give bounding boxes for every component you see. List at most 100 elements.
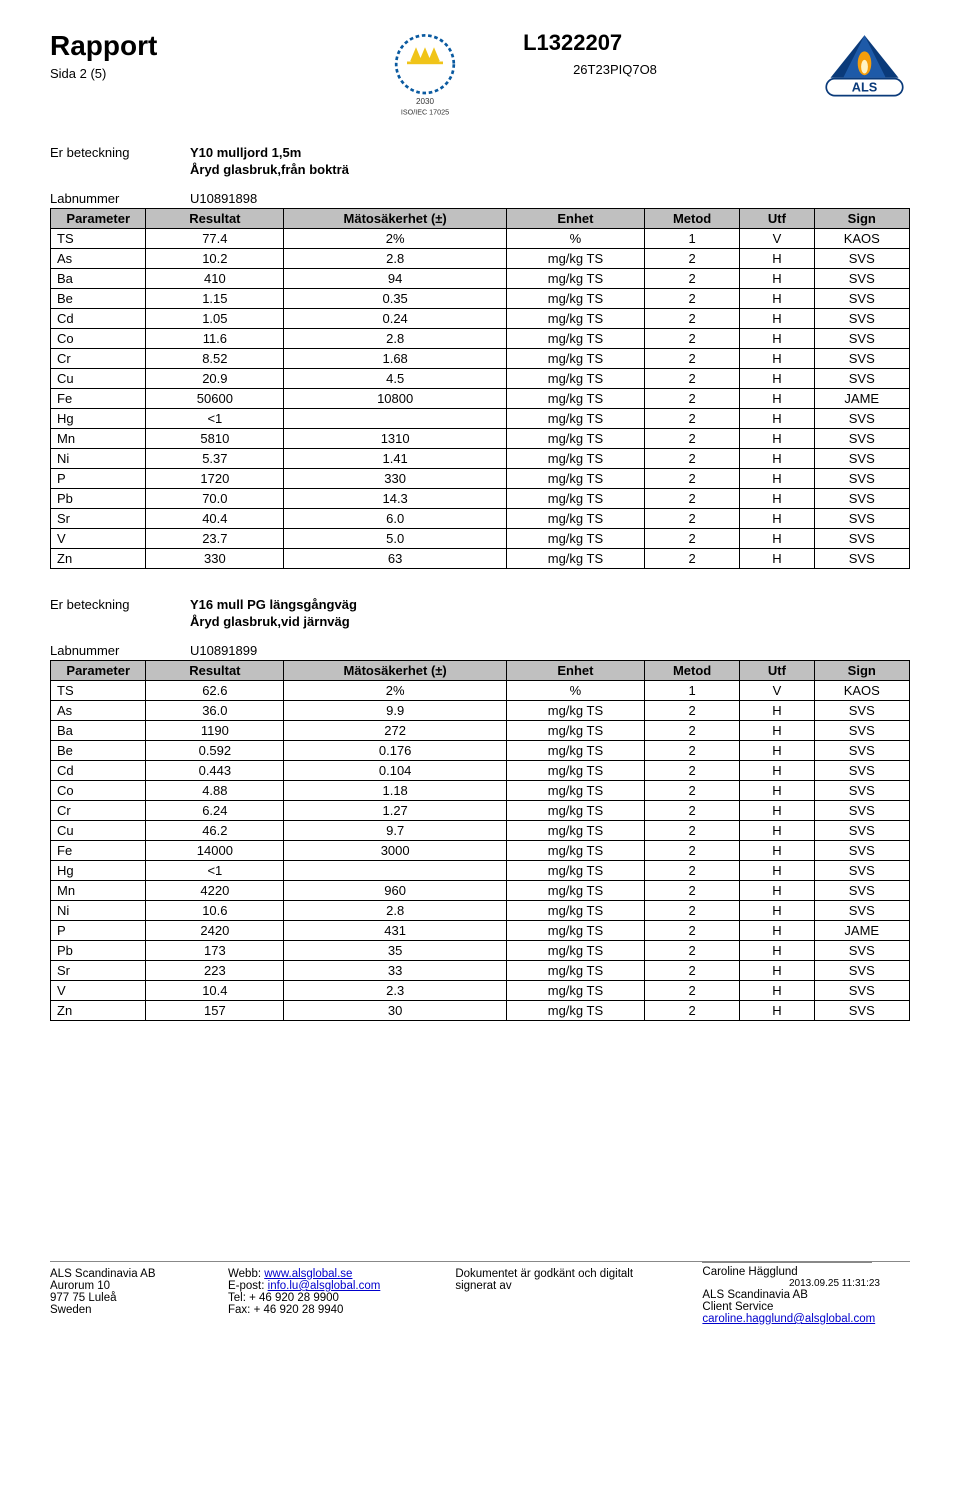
table-cell: 6.24 [146, 801, 284, 821]
table-row: As10.22.8mg/kg TS2HSVS [51, 249, 910, 269]
table-cell: Zn [51, 1001, 146, 1021]
table-cell: 2 [644, 389, 739, 409]
er-beteckning-val1: Y10 mulljord 1,5m [190, 145, 301, 160]
table-cell: 8.52 [146, 349, 284, 369]
table-cell: Cr [51, 801, 146, 821]
table-cell: 431 [284, 921, 507, 941]
table-cell: SVS [814, 309, 909, 329]
er-beteckning-label: Er beteckning [50, 145, 190, 160]
table-cell: 2.8 [284, 329, 507, 349]
table-cell: 35 [284, 941, 507, 961]
table-cell: Be [51, 289, 146, 309]
table-row: Sr40.46.0mg/kg TS2HSVS [51, 509, 910, 529]
table-cell: mg/kg TS [507, 961, 645, 981]
table-header: Enhet [507, 209, 645, 229]
table-cell: 330 [146, 549, 284, 569]
table-cell: mg/kg TS [507, 741, 645, 761]
table-row: Be1.150.35mg/kg TS2HSVS [51, 289, 910, 309]
table-cell: 2 [644, 761, 739, 781]
table-cell: As [51, 249, 146, 269]
website-link[interactable]: www.alsglobal.se [264, 1268, 352, 1280]
footer-line: Tel: + 46 920 28 9900 [228, 1292, 425, 1304]
table-cell: 410 [146, 269, 284, 289]
table-cell: mg/kg TS [507, 529, 645, 549]
table-cell: Hg [51, 861, 146, 881]
sample-section-2: Er beteckning Y16 mull PG längsgångväg Å… [50, 597, 910, 1021]
table-cell: P [51, 469, 146, 489]
table-cell: H [740, 349, 814, 369]
table-cell: Ba [51, 269, 146, 289]
table-cell: KAOS [814, 229, 909, 249]
table-header: Enhet [507, 661, 645, 681]
table-header: Resultat [146, 661, 284, 681]
table-row: As36.09.9mg/kg TS2HSVS [51, 701, 910, 721]
table-cell: mg/kg TS [507, 549, 645, 569]
table-cell: 62.6 [146, 681, 284, 701]
footer-contact: Webb: www.alsglobal.seE-post: info.lu@al… [228, 1268, 425, 1325]
table-cell: SVS [814, 821, 909, 841]
footer-signature-text: Dokumentet är godkänt och digitaltsigner… [455, 1268, 672, 1325]
table-cell: H [740, 801, 814, 821]
table-cell: 2 [644, 781, 739, 801]
signatory-email-link[interactable]: caroline.hagglund@alsglobal.com [702, 1313, 875, 1325]
labnummer-val: U10891898 [190, 191, 257, 206]
table-cell: mg/kg TS [507, 509, 645, 529]
table-cell: 2% [284, 681, 507, 701]
table-cell: 173 [146, 941, 284, 961]
table-row: Cd1.050.24mg/kg TS2HSVS [51, 309, 910, 329]
table-row: P2420431mg/kg TS2HJAME [51, 921, 910, 941]
footer-line: Dokumentet är godkänt och digitalt [455, 1268, 672, 1280]
table-cell: 1190 [146, 721, 284, 741]
table-cell: Cu [51, 369, 146, 389]
email-link[interactable]: info.lu@alsglobal.com [268, 1280, 381, 1292]
table-cell: 2 [644, 289, 739, 309]
table-cell: 4.88 [146, 781, 284, 801]
table-cell: Hg [51, 409, 146, 429]
footer-line: Sweden [50, 1304, 198, 1316]
table-header: Parameter [51, 661, 146, 681]
table-cell: Ba [51, 721, 146, 741]
table-cell: H [740, 1001, 814, 1021]
footer-signatory: Caroline Hägglund 2013.09.25 11:31:23 AL… [702, 1268, 880, 1325]
table-cell: 330 [284, 469, 507, 489]
table-cell: 2 [644, 409, 739, 429]
table-cell: 2.8 [284, 249, 507, 269]
table-cell: mg/kg TS [507, 369, 645, 389]
table-cell: Mn [51, 881, 146, 901]
table-cell: Fe [51, 841, 146, 861]
table-cell: H [740, 389, 814, 409]
signatory-name: Caroline Hägglund [702, 1266, 797, 1278]
table-cell: mg/kg TS [507, 941, 645, 961]
table-row: P1720330mg/kg TS2HSVS [51, 469, 910, 489]
table-cell: H [740, 309, 814, 329]
table-cell: H [740, 509, 814, 529]
table-header: Utf [740, 661, 814, 681]
table-cell: SVS [814, 549, 909, 569]
table-cell: 0.592 [146, 741, 284, 761]
table-cell: 11.6 [146, 329, 284, 349]
table-cell: Ni [51, 901, 146, 921]
table-header: Parameter [51, 209, 146, 229]
signature-timestamp: 2013.09.25 11:31:23 [702, 1278, 880, 1289]
table-cell: H [740, 881, 814, 901]
table-cell: 2 [644, 741, 739, 761]
table-row: Ni10.62.8mg/kg TS2HSVS [51, 901, 910, 921]
table-cell: 4.5 [284, 369, 507, 389]
table-cell: 46.2 [146, 821, 284, 841]
table-cell: 2 [644, 549, 739, 569]
table-row: Cu20.94.5mg/kg TS2HSVS [51, 369, 910, 389]
svg-text:2030: 2030 [416, 97, 434, 106]
table-row: Fe5060010800mg/kg TS2HJAME [51, 389, 910, 409]
table-cell: SVS [814, 249, 909, 269]
table-cell: Cr [51, 349, 146, 369]
table-cell: TS [51, 681, 146, 701]
table-cell: mg/kg TS [507, 389, 645, 409]
labnummer-label: Labnummer [50, 643, 190, 658]
report-title: Rapport [50, 30, 337, 62]
table-cell: Co [51, 781, 146, 801]
table-cell: mg/kg TS [507, 449, 645, 469]
table-cell: SVS [814, 801, 909, 821]
table-cell: JAME [814, 389, 909, 409]
table-cell: SVS [814, 701, 909, 721]
table-cell: As [51, 701, 146, 721]
